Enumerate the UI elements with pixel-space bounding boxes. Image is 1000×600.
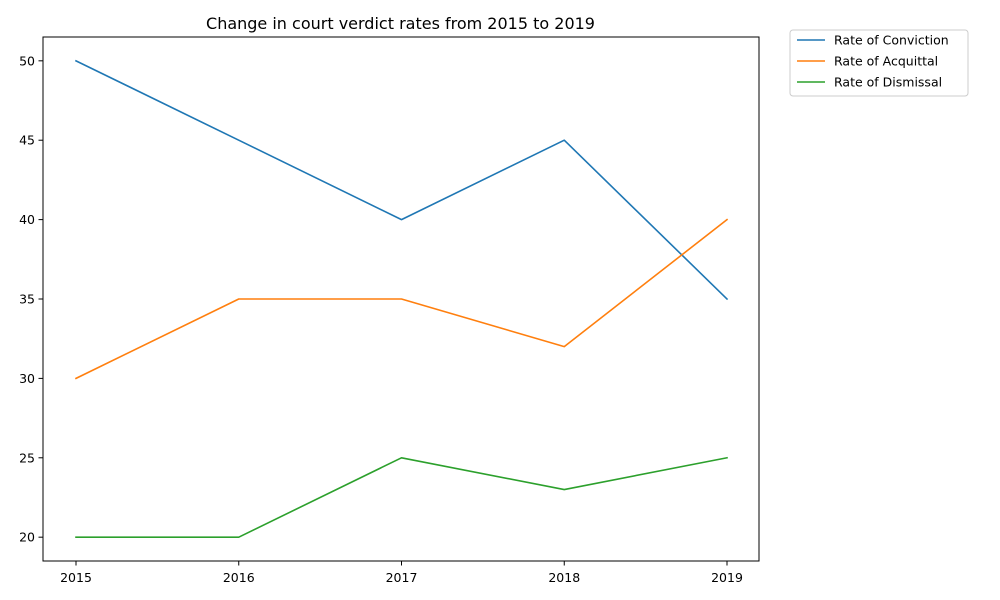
series-line-rate-of-conviction <box>74 59 729 301</box>
legend: Rate of Conviction Rate of Acquittal Rate … <box>789 29 969 97</box>
y-tick-label: 40 <box>19 212 35 227</box>
legend-box <box>789 29 969 97</box>
y-tick-label: 50 <box>19 53 35 68</box>
legend-label: Rate of Dismissal <box>834 75 942 90</box>
chart-title: Change in court verdict rates from 2015 … <box>206 14 595 33</box>
series-line-rate-of-acquittal <box>74 218 729 380</box>
x-tick-label: 2019 <box>711 570 743 585</box>
x-tick-label: 2016 <box>223 570 255 585</box>
legend-label: Rate of Acquittal <box>834 54 938 69</box>
x-tick-label: 2015 <box>60 570 92 585</box>
y-tick-label: 20 <box>19 530 35 545</box>
x-tick-label: 2017 <box>386 570 418 585</box>
y-tick-label: 45 <box>19 133 35 148</box>
y-tick-label: 30 <box>19 371 35 386</box>
axes: 2015 2016 2017 2018 2019 20 25 30 35 40 45 50 <box>19 36 760 585</box>
y-tick-label: 35 <box>19 292 35 307</box>
y-tick-label: 25 <box>19 450 35 465</box>
x-tick-label: 2018 <box>548 570 580 585</box>
series-line-rate-of-dismissal <box>75 456 728 538</box>
series-lines <box>74 59 729 538</box>
legend-label: Rate of Conviction <box>834 33 949 48</box>
